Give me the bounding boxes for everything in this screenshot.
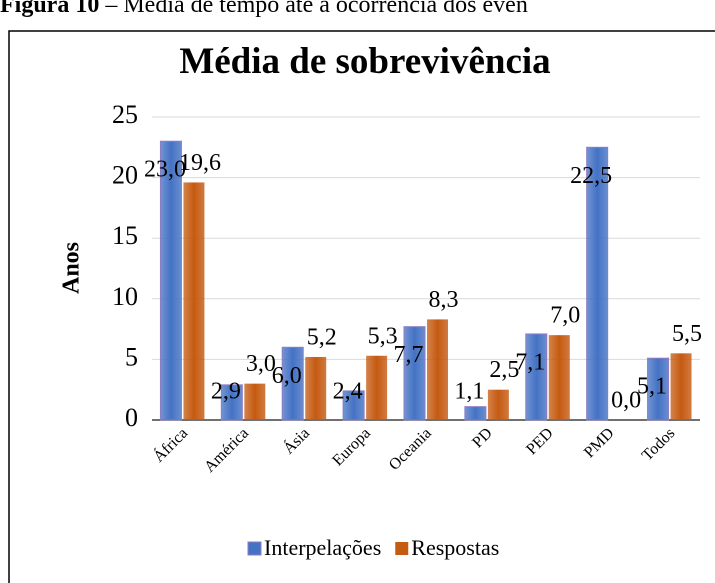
data-label: 5,3 [368,323,398,349]
bar [342,390,365,421]
caption: Figura 10 – Média de tempo até à ocorrênc… [0,0,528,18]
y-tick-label: 15 [112,221,138,250]
y-tick-label: 10 [112,282,138,311]
data-label: 7,1 [515,349,545,375]
bar [244,383,266,420]
y-tick-label: 5 [125,342,138,371]
bar [487,389,509,420]
bar [548,335,570,420]
bar [281,346,304,421]
y-axis-label: Anos [59,242,85,294]
data-label: 5,5 [672,321,702,347]
bar [159,140,182,421]
bar [525,333,548,421]
data-label: 6,0 [272,363,302,389]
data-label: 8,3 [429,287,459,313]
caption-text: – Média de tempo até à ocorrência dos ev… [104,0,527,18]
y-tick-label: 20 [112,161,138,190]
data-label: 5,1 [637,374,667,400]
data-label: 19,6 [179,150,221,176]
bar [366,355,388,420]
data-label: 5,2 [307,324,337,350]
chart-title: Média de sobrevivência [179,41,550,82]
caption-label: Figura 10 [0,0,99,18]
bar [183,182,205,420]
data-label: 2,9 [211,379,241,405]
data-label: 0,0 [611,388,641,414]
data-label: 7,0 [550,303,580,329]
y-tick-label: 25 [112,100,138,129]
y-tick-label: 0 [125,403,138,432]
legend-swatch [247,541,262,556]
bar [427,319,448,420]
bar [305,356,327,420]
data-label: 7,7 [394,342,424,368]
data-label: 23,0 [144,157,186,183]
legend-label: Respostas [411,535,499,560]
data-label: 1,1 [454,379,484,405]
bar [403,326,426,421]
bar [586,146,609,421]
bar [220,384,243,421]
data-label: 22,5 [570,163,612,189]
bar [647,357,670,421]
legend-label: Interpelações [264,535,381,560]
data-label: 2,4 [333,379,363,405]
bar [464,406,487,421]
legend-swatch [395,542,409,555]
bar [670,353,692,420]
data-label: 3,0 [246,351,276,377]
data-label: 2,5 [489,357,519,383]
